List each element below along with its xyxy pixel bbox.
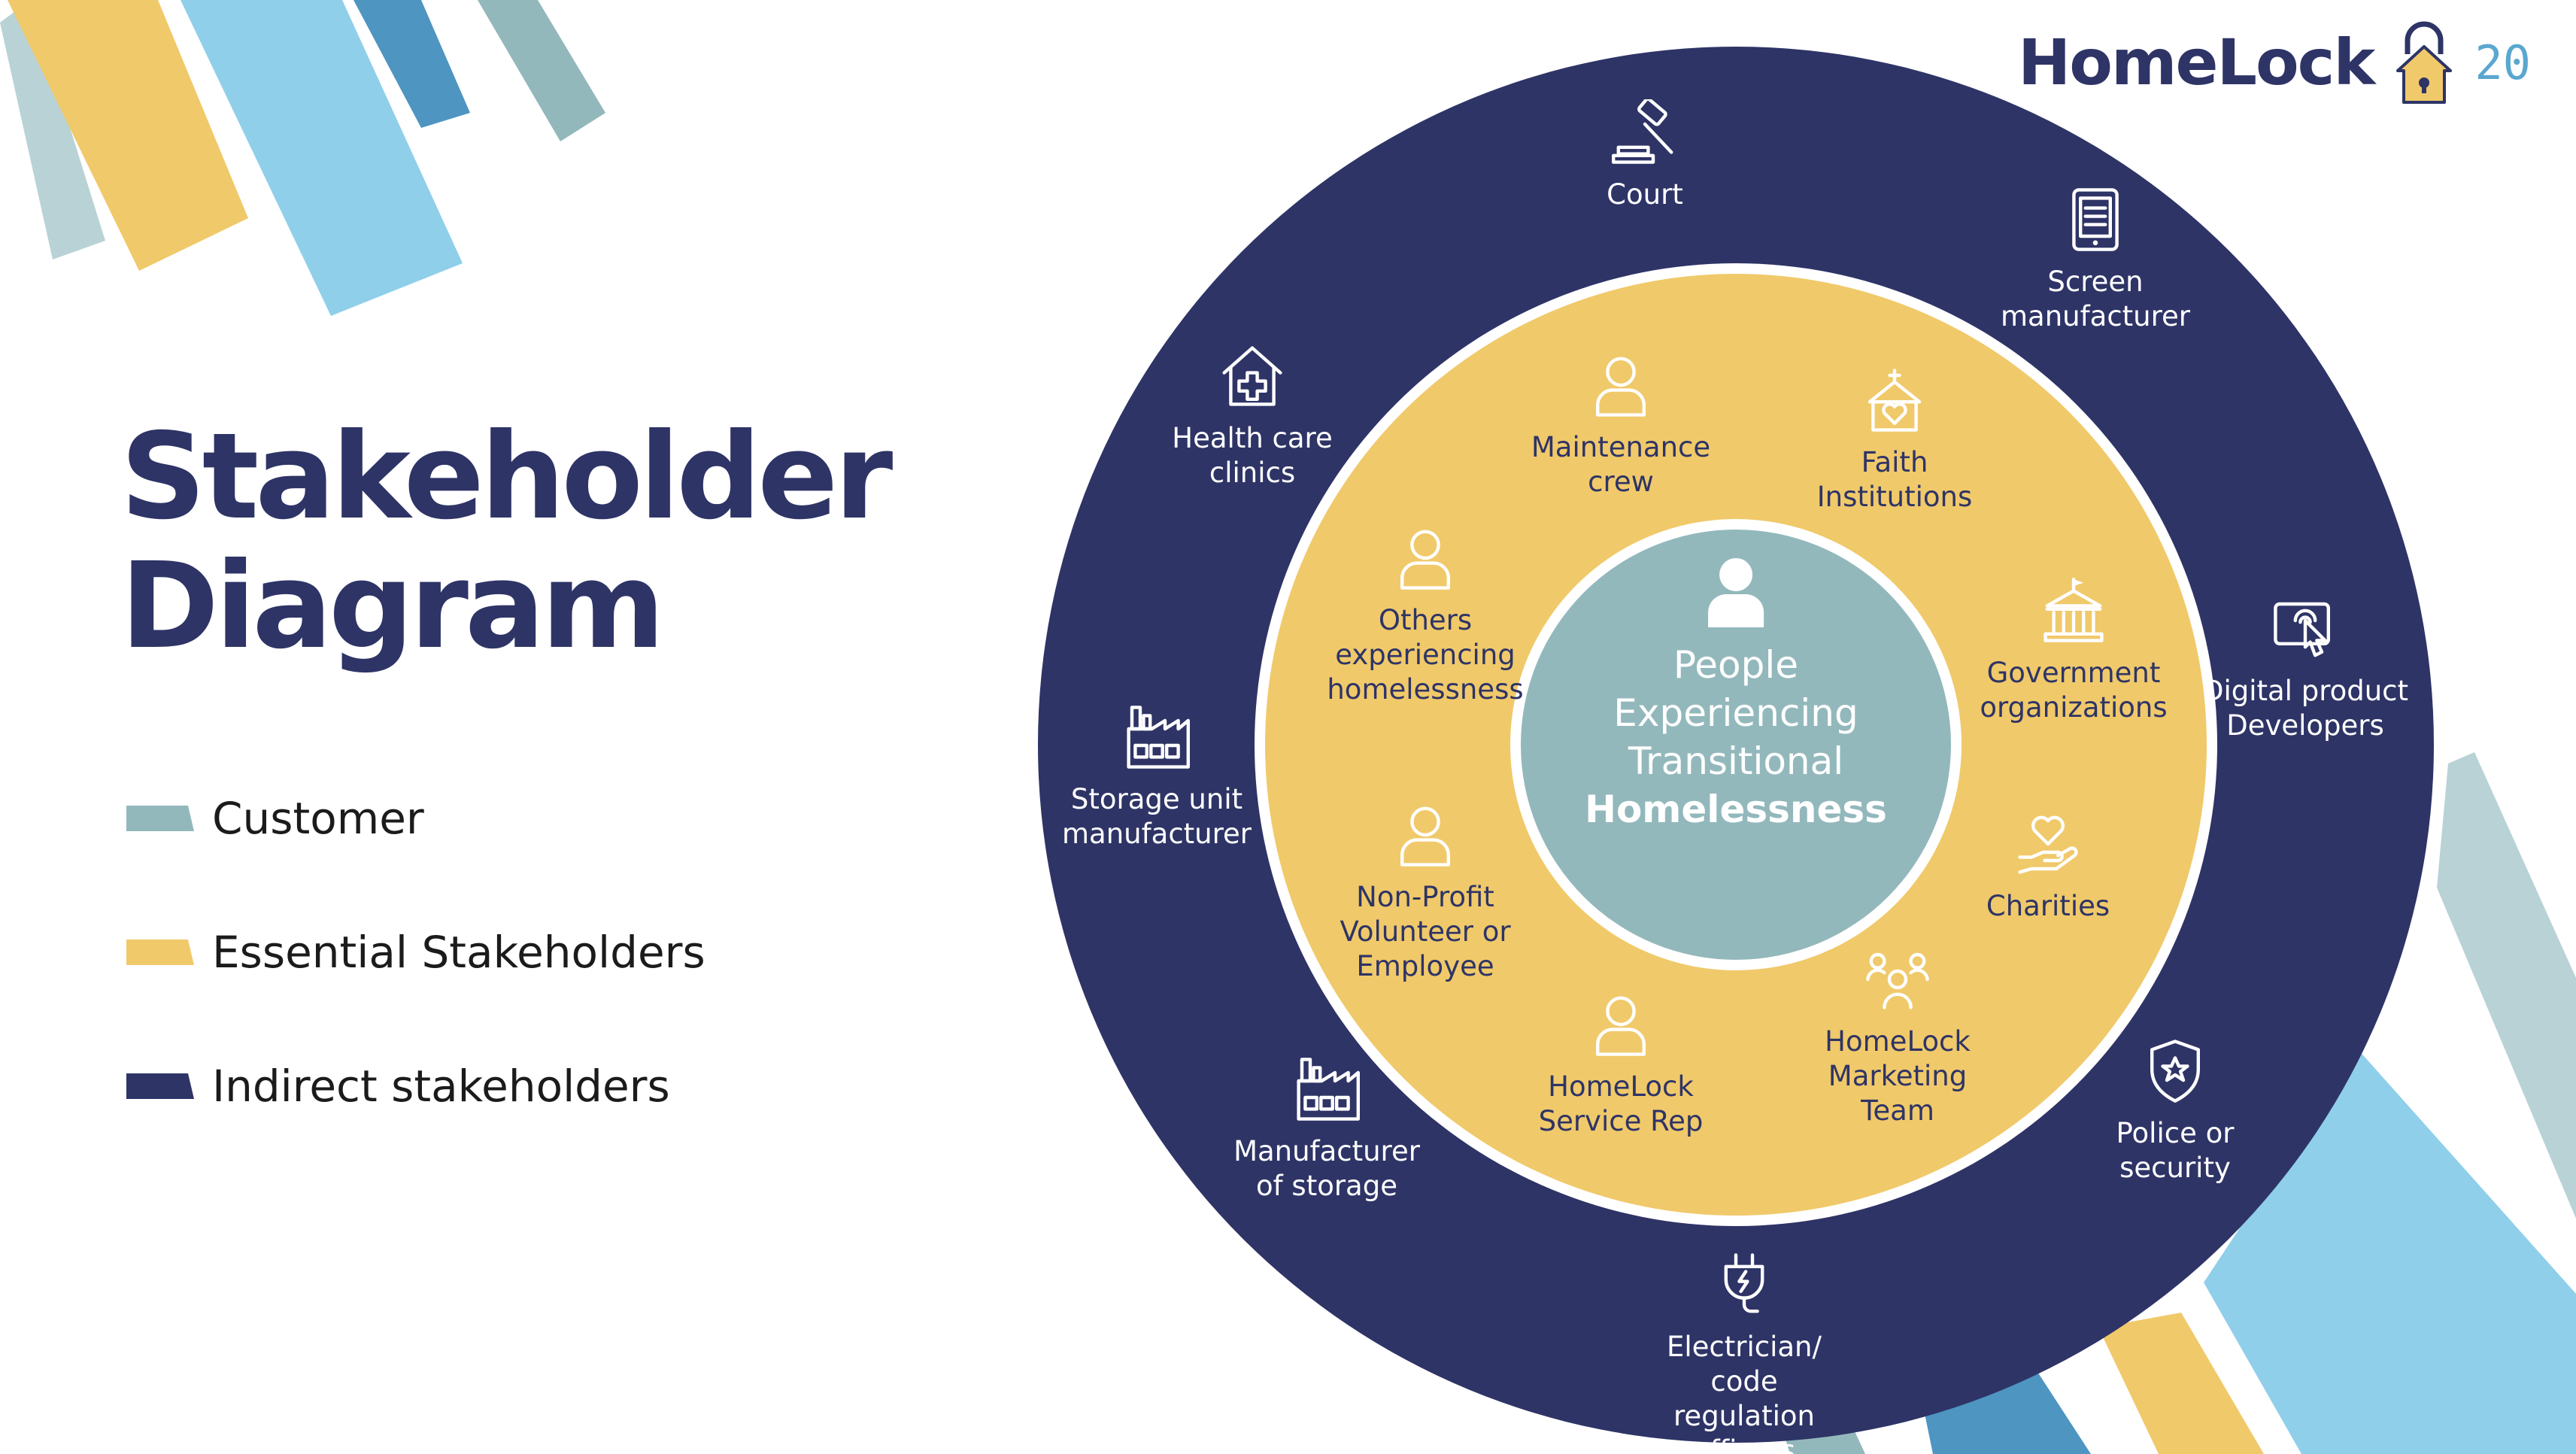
indirect-stakeholder-label: Manufacturer of storage [1233, 1135, 1420, 1202]
indirect-stakeholder-label: Screen manufacturer [2001, 266, 2190, 332]
indirect-stakeholder-node: Manufacturer of storage [1214, 1056, 1440, 1204]
indirect-stakeholder-node: Police or security [2062, 1038, 2288, 1185]
stripe-yellow [2098, 1313, 2264, 1454]
stripe-teal [478, 0, 605, 141]
legend-swatch-customer [126, 806, 194, 831]
person-icon [1596, 357, 1646, 417]
center-label-bold: Homelessness [1585, 788, 1887, 831]
essential-stakeholder-label: HomeLock Marketing Team [1825, 1025, 1971, 1127]
stripe-pale-teal [2437, 752, 2576, 1219]
essential-stakeholder-node: HomeLock Marketing Team [1785, 946, 2010, 1128]
legend: Customer Essential Stakeholders Indirect… [126, 791, 705, 1193]
legend-label: Essential Stakeholders [212, 927, 705, 978]
page-number: 20 [2474, 35, 2531, 90]
center-customer-node: People Experiencing Transitional Homeles… [1585, 557, 1887, 833]
house-lock-icon [2396, 21, 2453, 104]
stripe-mid-blue [353, 0, 470, 128]
person-icon [1708, 558, 1764, 627]
tablet-icon [2072, 188, 2119, 251]
person-icon [1596, 996, 1646, 1056]
brand-header: HomeLock 20 [2018, 14, 2531, 111]
legend-item-indirect: Indirect stakeholders [126, 1059, 705, 1113]
indirect-stakeholder-node: Court [1532, 99, 1758, 212]
legend-item-essential: Essential Stakeholders [126, 925, 705, 979]
essential-stakeholder-node: Maintenance crew [1508, 352, 1734, 499]
government-building-icon [2044, 578, 2104, 642]
indirect-stakeholder-node: Storage unit manufacturer [1044, 704, 1270, 851]
brand-name: HomeLock [2017, 26, 2375, 99]
police-badge-icon [2150, 1040, 2200, 1103]
essential-stakeholder-node: Others experiencing homelessness [1312, 525, 1538, 707]
indirect-stakeholder-label: Digital product Developers [2201, 675, 2409, 742]
heart-hand-icon [2018, 815, 2078, 874]
indirect-stakeholder-label: Storage unit manufacturer [1062, 783, 1252, 850]
health-clinic-icon [1222, 346, 1282, 406]
essential-stakeholder-node: Charities [1935, 811, 2161, 924]
essential-stakeholder-label: Others experiencing homelessness [1327, 604, 1524, 706]
center-label: People Experiencing Transitional [1613, 643, 1858, 783]
indirect-stakeholder-label: Police or security [2116, 1117, 2235, 1184]
plug-icon [1724, 1253, 1764, 1313]
person-icon [1400, 806, 1450, 867]
essential-stakeholder-node: Government organizations [1961, 578, 2186, 725]
legend-item-customer: Customer [126, 791, 705, 845]
factory-icon [1127, 706, 1190, 769]
essential-stakeholder-label: Government organizations [1980, 657, 2168, 724]
title-line-1: Stakeholder [120, 408, 893, 546]
essential-stakeholder-label: Charities [1986, 890, 2110, 922]
legend-label: Indirect stakeholders [212, 1061, 670, 1112]
indirect-stakeholder-label: Electrician/ code regulation officers [1667, 1331, 1822, 1454]
gavel-icon [1612, 99, 1673, 164]
legend-swatch-essential [126, 939, 194, 965]
stripe-yellow [8, 0, 248, 271]
person-icon [1400, 530, 1450, 590]
essential-stakeholder-label: Faith Institutions [1816, 446, 1973, 513]
title-line-2: Diagram [120, 537, 665, 675]
indirect-stakeholder-node: Screen manufacturer [1983, 187, 2208, 334]
essential-stakeholder-node: Faith Institutions [1782, 367, 2007, 515]
factory-icon [1297, 1058, 1360, 1121]
indirect-stakeholder-node: Electrician/ code regulation officers [1631, 1252, 1857, 1454]
page-title: Stakeholder Diagram [120, 408, 893, 675]
touch-device-icon [2274, 602, 2330, 657]
legend-label: Customer [212, 793, 424, 844]
essential-stakeholder-label: Non-Profit Volunteer or Employee [1340, 881, 1511, 982]
essential-stakeholder-node: Non-Profit Volunteer or Employee [1312, 802, 1538, 984]
team-icon [1866, 952, 1929, 1009]
legend-swatch-indirect [126, 1073, 194, 1099]
essential-stakeholder-node: HomeLock Service Rep [1508, 991, 1734, 1139]
stripe-light-blue [181, 0, 463, 316]
indirect-stakeholder-label: Court [1607, 178, 1683, 211]
essential-stakeholder-label: Maintenance crew [1531, 431, 1711, 498]
indirect-stakeholder-label: Health care clinics [1172, 422, 1333, 489]
church-icon [1868, 369, 1922, 432]
center-customer [1521, 530, 1951, 960]
stripe-pale-teal [0, 0, 105, 260]
indirect-stakeholder-node: Digital product Developers [2192, 596, 2418, 743]
essential-stakeholder-label: HomeLock Service Rep [1538, 1070, 1704, 1137]
indirect-stakeholder-node: Health care clinics [1139, 343, 1365, 490]
